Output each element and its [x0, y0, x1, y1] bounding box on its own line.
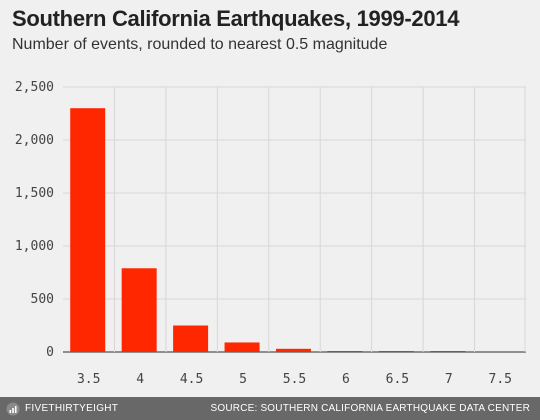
- y-tick-label: 2,500: [15, 80, 54, 95]
- bar: [173, 325, 209, 352]
- chart-subtitle: Number of events, rounded to nearest 0.5…: [12, 36, 388, 53]
- bar: [224, 342, 260, 352]
- x-tick-label: 7.5: [489, 372, 512, 387]
- brand-name: FIVETHIRTYEIGHT: [25, 403, 119, 414]
- x-tick-label: 5.5: [283, 372, 306, 387]
- y-tick-label: 500: [31, 292, 54, 307]
- x-tick-label: 3.5: [77, 372, 100, 387]
- fivethirtyeight-logo-icon: [6, 402, 20, 415]
- footer-bar: FIVETHIRTYEIGHT SOURCE: SOUTHERN CALIFOR…: [0, 397, 540, 420]
- bar: [276, 348, 311, 352]
- bar: [430, 351, 466, 352]
- label-layer: 0 500 1,000 1,500 2,000 2,500 3.5 4 4.5 5 5.5 6 6.5 7…: [15, 80, 512, 387]
- bar: [327, 351, 363, 352]
- x-tick-label: 7: [445, 372, 453, 387]
- y-tick-label: 2,000: [15, 133, 54, 148]
- x-tick-label: 5: [239, 372, 247, 387]
- brand: FIVETHIRTYEIGHT: [6, 397, 118, 420]
- x-tick-label: 6.5: [386, 372, 409, 387]
- y-tick-label: 1,500: [15, 186, 54, 201]
- bar: [121, 268, 157, 352]
- bar-chart: 0 500 1,000 1,500 2,000 2,500 3.5 4 4.5 5 5.5 6 6.5 7…: [15, 80, 526, 387]
- bar: [70, 108, 106, 352]
- bar: [378, 351, 414, 352]
- bar-layer: [70, 108, 466, 352]
- x-tick-label: 6: [342, 372, 350, 387]
- y-tick-label: 1,000: [15, 239, 54, 254]
- y-tick-label: 0: [46, 345, 54, 360]
- x-tick-label: 4.5: [180, 372, 203, 387]
- chart-title: Southern California Earthquakes, 1999-20…: [12, 6, 460, 31]
- x-tick-label: 4: [136, 372, 144, 387]
- source-credit: SOURCE: SOUTHERN CALIFORNIA EARTHQUAKE D…: [210, 403, 530, 414]
